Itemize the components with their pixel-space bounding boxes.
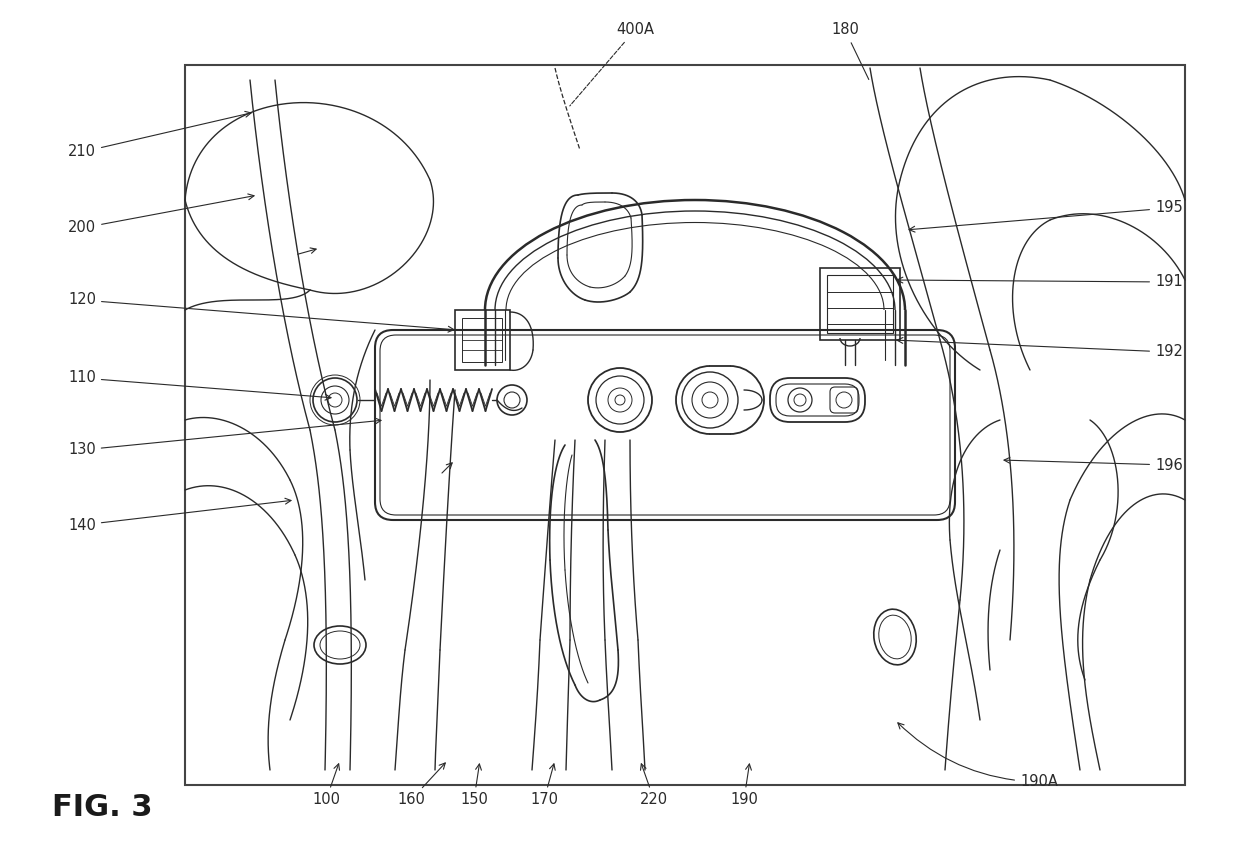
Bar — [455, 310, 510, 370]
Text: 190: 190 — [730, 764, 758, 808]
Bar — [826, 275, 893, 333]
Text: 191: 191 — [897, 274, 1183, 289]
Text: 196: 196 — [1004, 457, 1183, 473]
Text: 100: 100 — [312, 764, 339, 808]
Bar — [820, 268, 900, 340]
Text: 160: 160 — [396, 763, 445, 808]
Text: 200: 200 — [68, 194, 254, 235]
Text: 140: 140 — [68, 498, 291, 533]
Bar — [462, 318, 502, 362]
Text: FIG. 3: FIG. 3 — [52, 793, 152, 823]
Text: 110: 110 — [68, 371, 331, 400]
Text: 220: 220 — [641, 764, 668, 808]
Text: 130: 130 — [68, 418, 382, 457]
Text: 120: 120 — [68, 293, 453, 333]
Text: 195: 195 — [909, 201, 1183, 232]
Text: 180: 180 — [831, 23, 869, 79]
Text: 190A: 190A — [898, 722, 1058, 789]
Text: 210: 210 — [68, 111, 252, 160]
Text: 400A: 400A — [570, 23, 654, 106]
Bar — [185, 65, 1184, 785]
Text: 170: 170 — [530, 764, 558, 808]
Text: 150: 150 — [460, 764, 488, 808]
Text: 192: 192 — [897, 338, 1183, 360]
